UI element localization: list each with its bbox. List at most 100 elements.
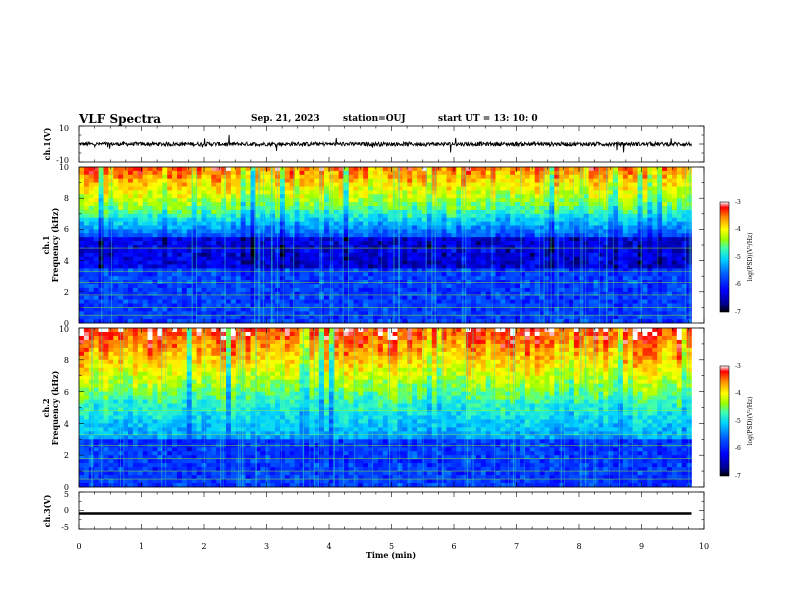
spectrogram-cell xyxy=(348,272,354,277)
spectrogram-cell xyxy=(147,284,153,289)
spectrogram-cell xyxy=(647,287,653,293)
spectrogram-cell xyxy=(456,315,462,320)
spectrogram-cell xyxy=(230,284,237,289)
spectrogram-cell xyxy=(377,178,384,183)
spectrogram-cell xyxy=(230,303,237,308)
spectrogram-cell xyxy=(343,272,349,277)
spectrogram-cell xyxy=(333,295,339,300)
spectrogram-cell xyxy=(363,311,369,316)
spectrogram-cell xyxy=(128,194,134,199)
spectrogram-cell xyxy=(309,186,315,191)
spectrogram-cell xyxy=(343,186,349,191)
spectrogram-cell xyxy=(407,221,413,226)
spectrogram-cell xyxy=(191,268,197,273)
spectrogram-cell xyxy=(559,182,565,187)
spectrogram-cell xyxy=(446,206,452,211)
spectrogram-cell xyxy=(79,245,85,250)
spectrogram-cell xyxy=(402,229,408,234)
spectrogram-cell xyxy=(338,276,344,281)
spectrogram-cell xyxy=(549,213,555,218)
spectrogram-cell xyxy=(583,233,589,238)
spectrogram-cell xyxy=(637,221,643,226)
spectrogram-cell xyxy=(206,225,212,230)
spectrogram-cell xyxy=(191,237,197,242)
spectrogram-cell xyxy=(289,315,295,320)
spectrogram-cell xyxy=(299,252,305,257)
spectrogram-cell xyxy=(539,260,545,265)
spectrogram-cell xyxy=(622,295,629,300)
spectrogram-cell xyxy=(216,213,222,218)
spectrogram-cell xyxy=(128,167,134,172)
spectrogram-cell xyxy=(211,248,217,254)
spectrogram-cell xyxy=(603,272,609,277)
spectrogram-cell xyxy=(181,206,188,211)
spectrogram-cell xyxy=(554,209,560,215)
spectrogram-cell xyxy=(407,198,413,203)
spectrogram-cell xyxy=(93,194,99,199)
spectrogram-cell xyxy=(529,303,535,308)
spectrogram-cell xyxy=(235,167,241,172)
spectrogram-cell xyxy=(245,256,251,261)
spectrogram-cell xyxy=(490,225,496,230)
spectrogram-cell xyxy=(255,225,261,230)
spectrogram-cell xyxy=(319,284,325,289)
spectrogram-cell xyxy=(490,233,496,238)
spectrogram-cell xyxy=(142,295,148,300)
spectrogram-cell xyxy=(583,229,589,234)
spectrogram-cell xyxy=(221,229,227,234)
spectrogram-cell xyxy=(569,206,575,211)
spectrogram-cell xyxy=(265,252,271,257)
spectrogram-cell xyxy=(544,311,550,316)
spectrogram-cell xyxy=(324,170,330,176)
spectrogram-cell xyxy=(328,225,335,230)
spectrogram-cell xyxy=(647,167,653,172)
spectrogram-cell xyxy=(544,260,550,265)
spectrogram-cell xyxy=(382,299,388,304)
spectrogram-cell xyxy=(324,237,330,242)
spectrogram-cell xyxy=(676,307,682,312)
spectrogram-cell xyxy=(667,284,673,289)
spectrogram-cell xyxy=(304,182,310,187)
spectrogram-cell xyxy=(275,237,281,242)
spectrogram-cell xyxy=(676,276,682,281)
spectrogram-cell xyxy=(622,221,629,226)
spectrogram-cell xyxy=(637,268,643,273)
spectrogram-cell xyxy=(363,291,369,296)
spectrogram-cell xyxy=(162,213,168,218)
spectrogram-cell xyxy=(505,260,511,265)
spectrogram-cell xyxy=(583,248,589,254)
spectrogram-cell xyxy=(147,291,153,296)
spectrogram-cell xyxy=(319,229,325,234)
spectrogram-cell xyxy=(603,217,609,222)
spectrogram-cell xyxy=(309,202,315,207)
spectrogram-cell xyxy=(461,284,467,289)
spectrogram-cell xyxy=(255,178,261,183)
spectrogram-cell xyxy=(529,311,535,316)
spectrogram-cell xyxy=(211,198,217,203)
spectrogram-cell xyxy=(230,225,237,230)
spectrogram-cell xyxy=(123,190,129,195)
spectrogram-cell xyxy=(88,315,94,320)
spectrogram-cell xyxy=(539,307,545,312)
spectrogram-cell xyxy=(284,229,290,234)
spectrogram-cell xyxy=(593,241,599,246)
spectrogram-cell xyxy=(637,213,643,218)
spectrogram-cell xyxy=(422,190,428,195)
spectrogram-cell xyxy=(407,268,413,273)
spectrogram-cell xyxy=(578,225,584,230)
spectrogram-cell xyxy=(172,229,178,234)
spectrogram-cell xyxy=(632,194,638,199)
spectrogram-cell xyxy=(83,241,90,246)
spectrogram-cell xyxy=(647,291,653,296)
spectrogram-cell xyxy=(402,190,408,195)
spectrogram-cell xyxy=(240,202,246,207)
spectrogram-cell xyxy=(338,299,344,304)
spectrogram-cell xyxy=(387,287,393,293)
spectrogram-cell xyxy=(201,186,207,191)
spectrogram-cell xyxy=(392,287,398,293)
spectrogram-cell xyxy=(304,229,310,234)
spectrogram-cell xyxy=(186,284,192,289)
spectrogram-cell xyxy=(186,221,192,226)
spectrogram-cell xyxy=(324,194,330,199)
spectrogram-cell xyxy=(510,260,516,265)
